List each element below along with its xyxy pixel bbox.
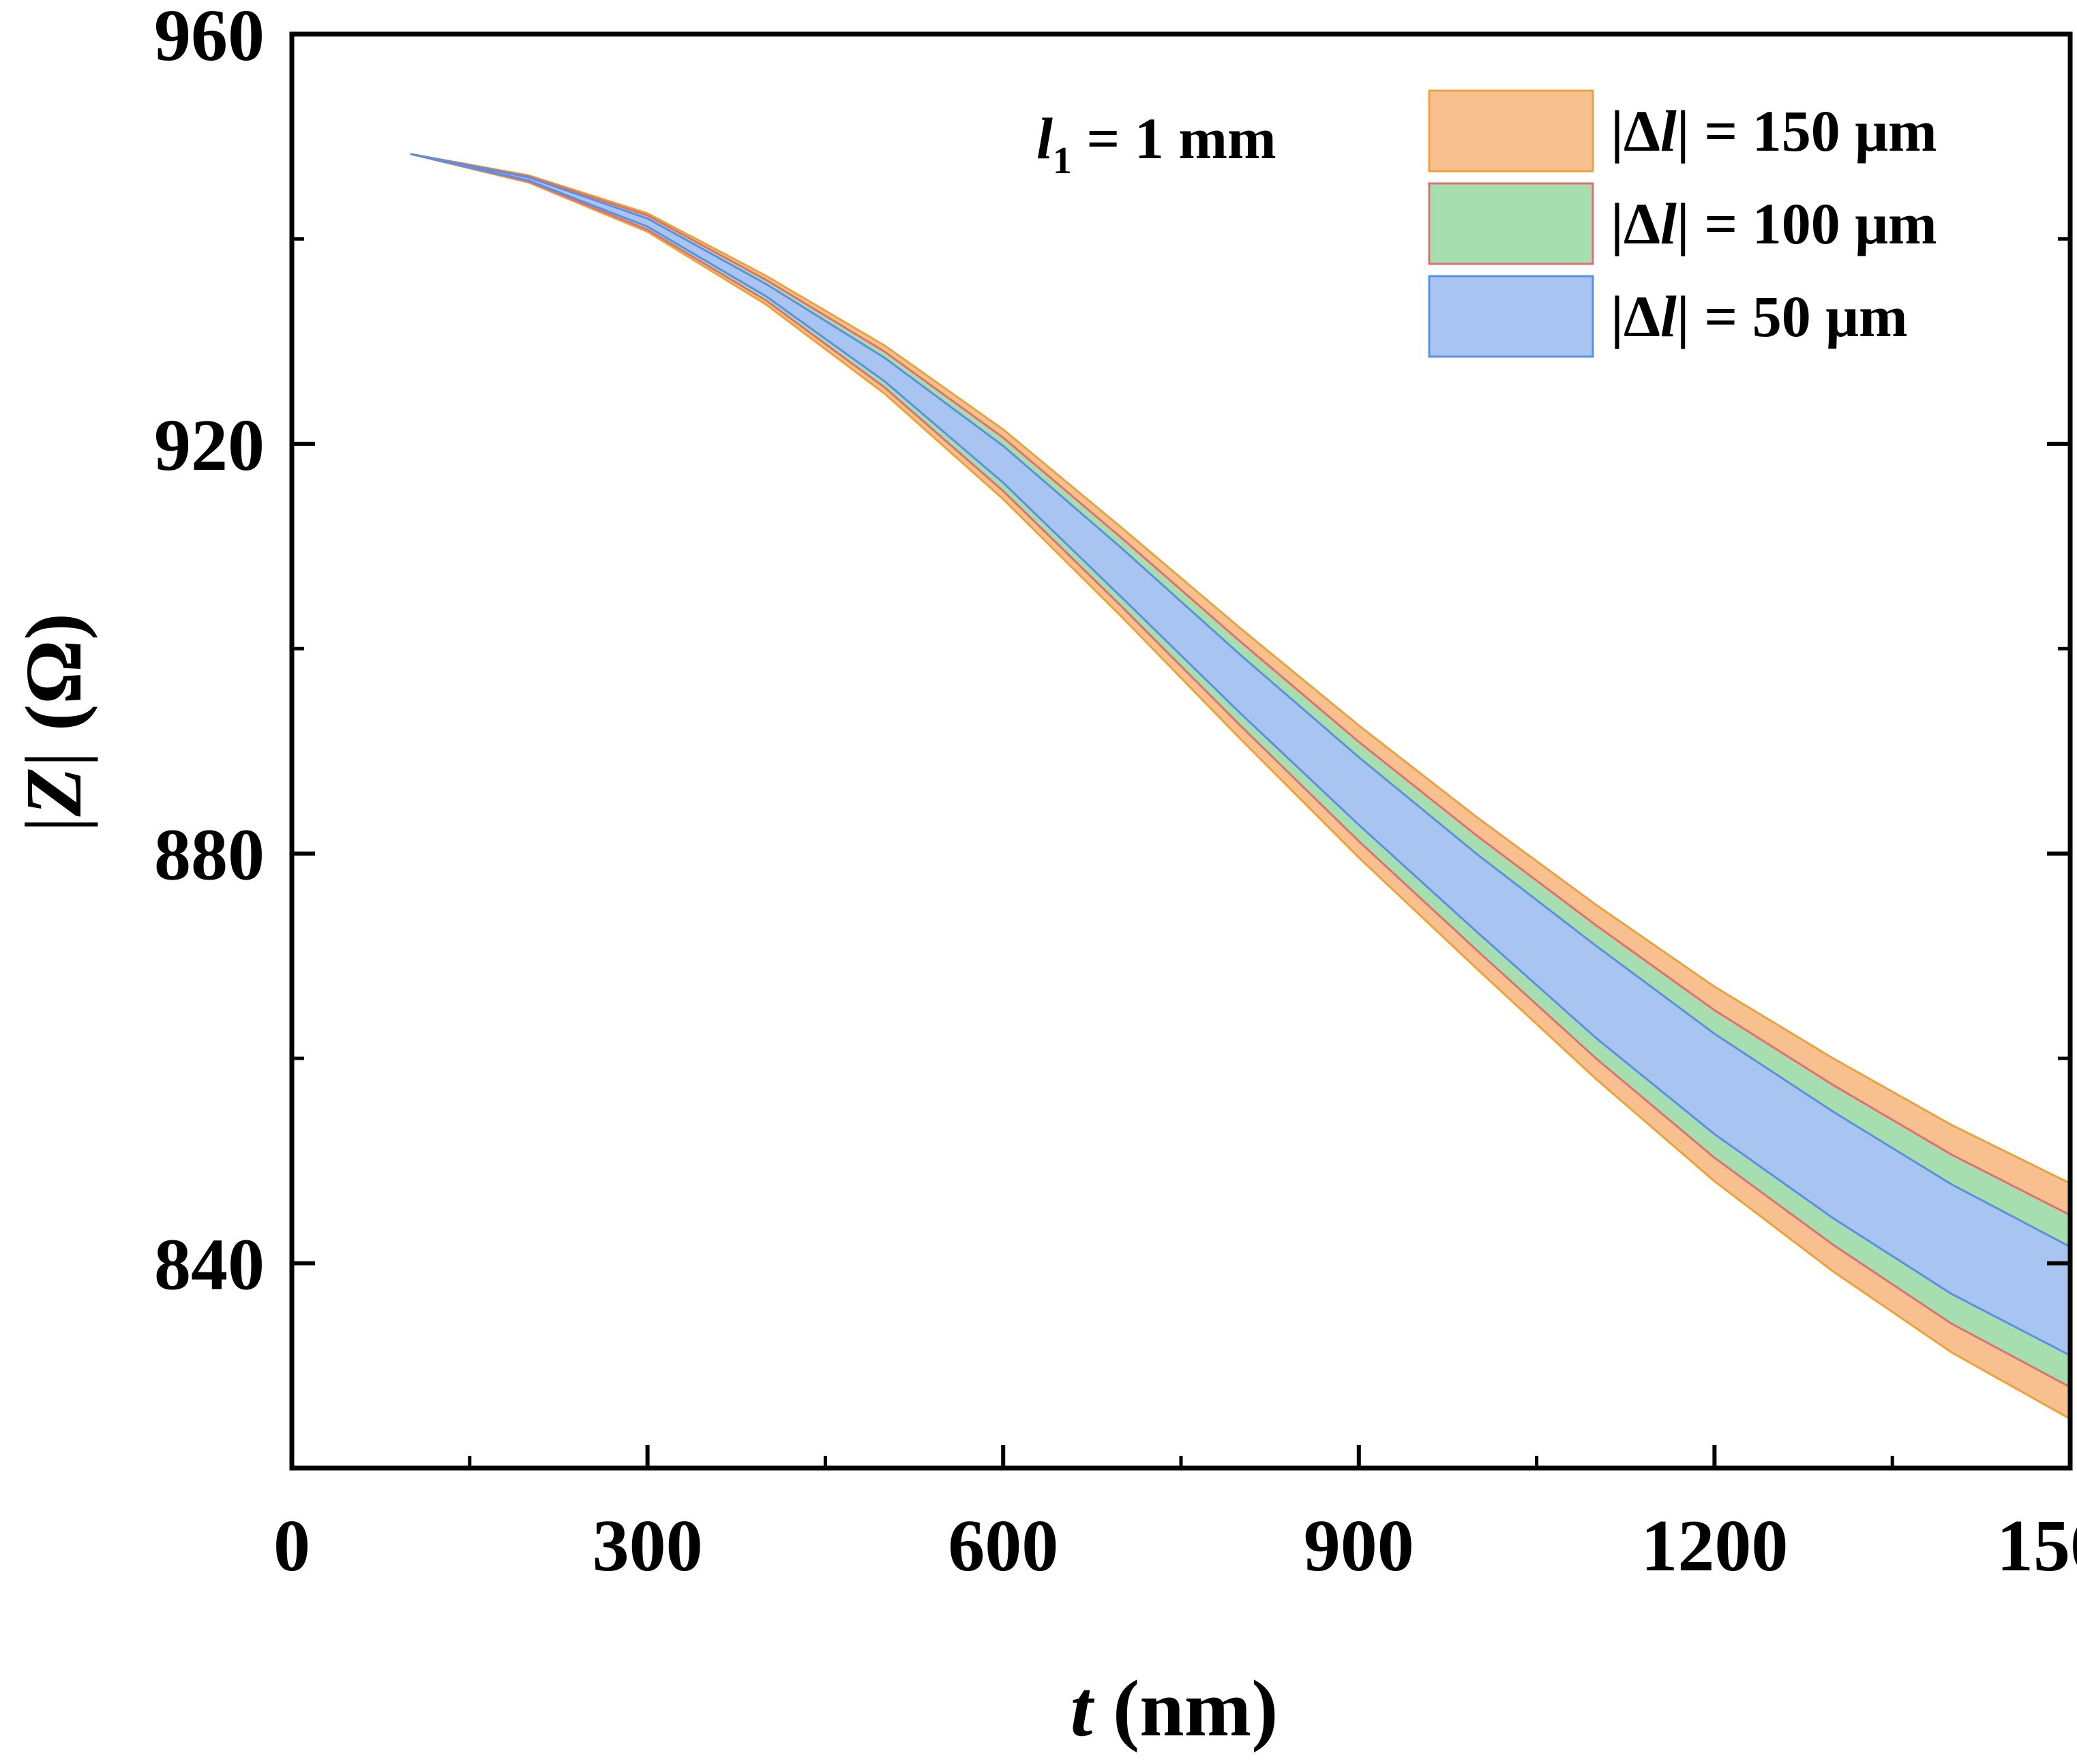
legend-label-1: |Δl| = 150 μm	[1611, 98, 1937, 164]
x-tick-label: 300	[593, 1506, 703, 1587]
y-tick-label: 840	[154, 1225, 265, 1306]
y-tick-label: 920	[154, 405, 265, 486]
y-axis-var: Z	[9, 767, 98, 817]
x-tick-label: 1500	[1997, 1506, 2077, 1587]
x-tick-label: 0	[273, 1506, 310, 1587]
y-axis-bar-right: |	[9, 751, 98, 768]
legend-swatch-3	[1428, 275, 1594, 358]
y-axis-bar-left: |	[9, 816, 98, 833]
y-tick-label: 960	[154, 0, 265, 76]
x-axis-unit: (nm)	[1092, 1664, 1278, 1753]
annotation-var: l	[1036, 106, 1053, 171]
legend-label-3: |Δl| = 50 μm	[1611, 284, 1908, 349]
y-axis-unit: (Ω)	[9, 613, 98, 751]
y-tick-label: 880	[154, 815, 265, 896]
legend-swatch-2	[1428, 182, 1594, 265]
legend: |Δl| = 150 μm |Δl| = 100 μm |Δl| = 50 μm	[1428, 89, 1937, 358]
legend-label-2: |Δl| = 100 μm	[1611, 191, 1937, 256]
x-axis-var: t	[1071, 1664, 1095, 1753]
x-tick-label: 900	[1304, 1506, 1414, 1587]
x-axis-title: t (nm)	[1071, 1664, 1279, 1753]
tick-layer: 0 300 600 900 1200 1500 840 880 920 960	[154, 0, 2077, 1587]
plot-frame	[289, 31, 2073, 1471]
legend-swatch-1	[1428, 89, 1594, 173]
x-tick-label: 1200	[1641, 1506, 1788, 1587]
annotation-sub: 1	[1053, 140, 1072, 182]
x-tick-label: 600	[948, 1506, 1058, 1587]
y-axis-title: |Z| (Ω)	[9, 613, 98, 833]
annotation-l1: l1 = 1 mm	[1036, 106, 1276, 182]
annotation-rest: = 1 mm	[1072, 106, 1276, 171]
